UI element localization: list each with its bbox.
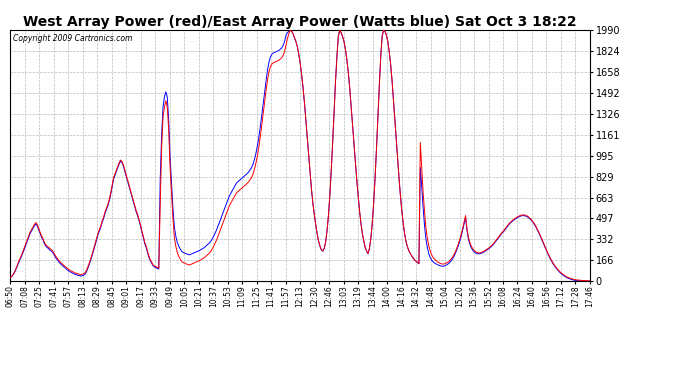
Text: Copyright 2009 Cartronics.com: Copyright 2009 Cartronics.com [13, 34, 132, 43]
Title: West Array Power (red)/East Array Power (Watts blue) Sat Oct 3 18:22: West Array Power (red)/East Array Power … [23, 15, 577, 29]
